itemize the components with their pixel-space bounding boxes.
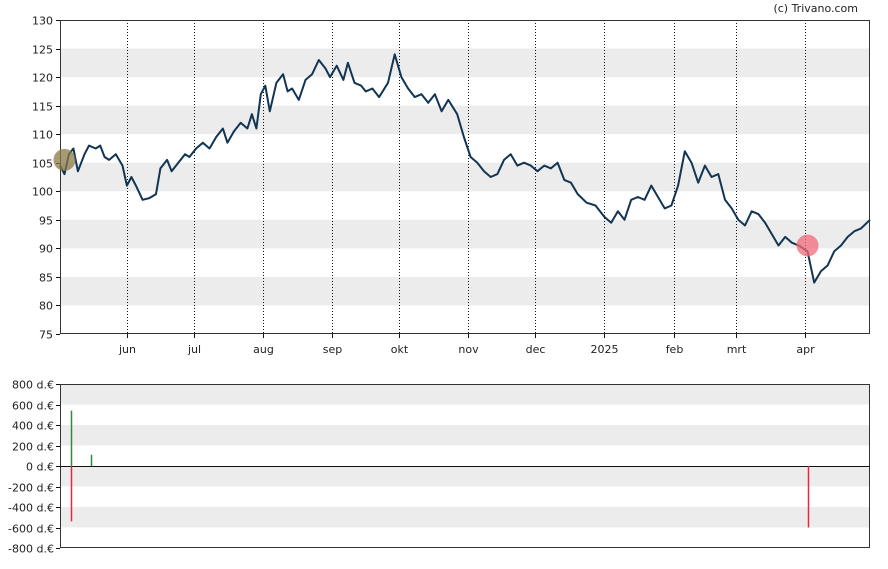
x-tick-label: sep [323,343,342,356]
volume-band [60,384,870,405]
y-tick-label: 105 [32,158,53,171]
price-chart-gridlines [127,20,806,334]
volume-y-tick-label: 600 d.€ [12,400,54,413]
x-tick-label: dec [526,343,546,356]
price-frame [60,20,870,334]
x-tick-label: feb [666,343,684,356]
x-tick-label: 2025 [591,343,619,356]
price-markers [53,148,819,257]
price-band [60,276,870,306]
y-tick-label: 95 [39,215,53,228]
y-tick-label: 130 [32,15,53,28]
x-tick-label: jun [118,343,136,356]
volume-chart-bands [60,384,870,528]
x-tick-label: apr [796,343,815,356]
y-tick-label: 75 [39,329,53,342]
price-band [60,48,870,78]
price-band [60,105,870,135]
volume-y-tick-label: -200 d.€ [8,482,54,495]
y-tick-label: 100 [32,186,53,199]
x-tick-label: nov [458,343,479,356]
price-band [60,219,870,249]
x-tick-label: okt [391,343,409,356]
end-marker [796,234,819,257]
x-tick-label: mrt [727,343,747,356]
price-y-axis: 75 80 85 90 95 100 105 110 115 120 125 130 [32,15,60,342]
y-tick-label: 110 [32,129,53,142]
volume-band [60,466,870,487]
y-tick-label: 115 [32,101,53,114]
credit-label: (c) Trivano.com [773,2,858,15]
y-tick-label: 120 [32,72,53,85]
volume-band [60,507,870,528]
price-chart-bands [60,48,870,306]
price-x-axis: jun jul aug sep okt nov dec 2025 feb mrt apr [118,334,815,356]
y-tick-label: 80 [39,300,53,313]
y-tick-label: 90 [39,243,53,256]
volume-band [60,425,870,446]
x-tick-label: aug [253,343,274,356]
volume-y-tick-label: 400 d.€ [12,420,54,433]
volume-chart-frame [60,384,870,548]
price-chart-frame [60,20,870,334]
price-band [60,162,870,192]
volume-y-tick-label: 800 d.€ [12,379,54,392]
x-tick-label: jul [187,343,201,356]
y-tick-label: 85 [39,272,53,285]
start-marker [53,148,76,171]
volume-y-tick-label: -600 d.€ [8,523,54,536]
volume-y-tick-label: 200 d.€ [12,441,54,454]
volume-y-axis: -800 d.€ -600 d.€ -400 d.€ -200 d.€ 0 d.€ 200… [8,379,60,556]
price-line [59,53,871,284]
volume-y-tick-label: 0 d.€ [26,461,54,474]
y-tick-label: 125 [32,44,53,57]
volume-bars [70,410,810,528]
volume-y-tick-label: -400 d.€ [8,502,54,515]
price-series [59,53,871,284]
volume-y-tick-label: -800 d.€ [8,543,54,556]
